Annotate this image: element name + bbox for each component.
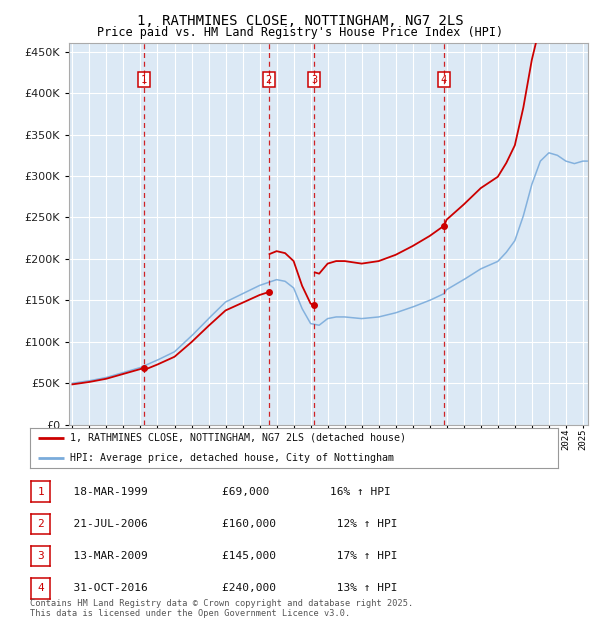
Text: 3: 3	[311, 74, 317, 84]
Text: 1: 1	[141, 74, 147, 84]
Text: 1: 1	[37, 487, 44, 497]
Text: 21-JUL-2006           £160,000         12% ↑ HPI: 21-JUL-2006 £160,000 12% ↑ HPI	[60, 519, 398, 529]
Text: 13-MAR-2009           £145,000         17% ↑ HPI: 13-MAR-2009 £145,000 17% ↑ HPI	[60, 551, 398, 561]
Text: 1, RATHMINES CLOSE, NOTTINGHAM, NG7 2LS: 1, RATHMINES CLOSE, NOTTINGHAM, NG7 2LS	[137, 14, 463, 28]
Text: 1, RATHMINES CLOSE, NOTTINGHAM, NG7 2LS (detached house): 1, RATHMINES CLOSE, NOTTINGHAM, NG7 2LS …	[70, 433, 406, 443]
Text: 31-OCT-2016           £240,000         13% ↑ HPI: 31-OCT-2016 £240,000 13% ↑ HPI	[60, 583, 398, 593]
Text: 3: 3	[37, 551, 44, 561]
Text: HPI: Average price, detached house, City of Nottingham: HPI: Average price, detached house, City…	[70, 453, 394, 463]
Text: 2: 2	[266, 74, 272, 84]
Text: Price paid vs. HM Land Registry's House Price Index (HPI): Price paid vs. HM Land Registry's House …	[97, 26, 503, 39]
Text: 2: 2	[37, 519, 44, 529]
Text: 4: 4	[441, 74, 447, 84]
Text: 18-MAR-1999           £69,000         16% ↑ HPI: 18-MAR-1999 £69,000 16% ↑ HPI	[60, 487, 391, 497]
Text: 4: 4	[37, 583, 44, 593]
Text: Contains HM Land Registry data © Crown copyright and database right 2025.
This d: Contains HM Land Registry data © Crown c…	[30, 599, 413, 618]
